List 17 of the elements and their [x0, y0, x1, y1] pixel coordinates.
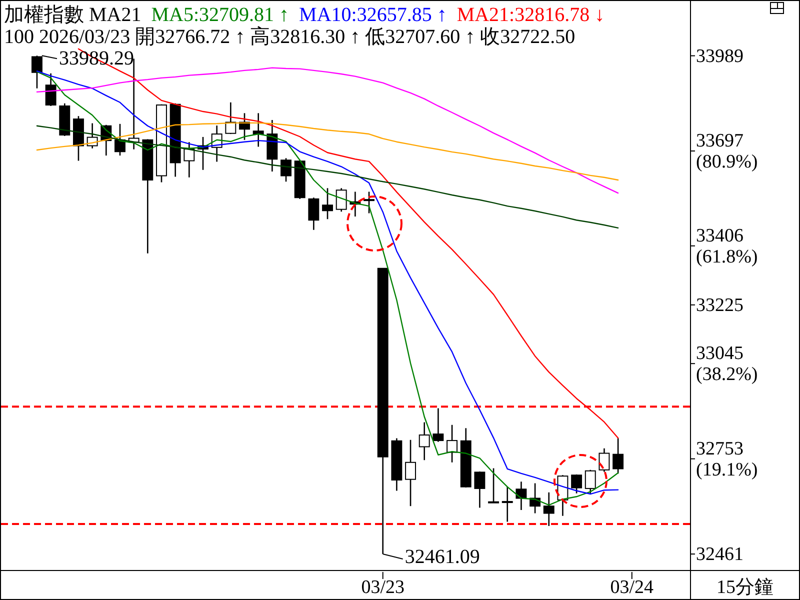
- tick-label: 03/23: [361, 577, 404, 598]
- tick-label: 32461: [696, 544, 744, 565]
- tick-label: 33406 (61.8%): [696, 224, 758, 267]
- xlabel: 15分鐘: [716, 577, 774, 598]
- title: 加權指數 MA21: [4, 4, 142, 26]
- legend-item: MA10:32657.85 ↑: [299, 4, 447, 26]
- annotation: 32461.09: [382, 546, 480, 568]
- tick-label: 33697 (80.9%): [696, 130, 758, 172]
- tick-label: 33225: [696, 294, 744, 316]
- tick-label: 33989: [696, 45, 744, 66]
- tick-label: 03/24: [610, 577, 654, 598]
- legend-item: MA21:32816.78 ↓: [456, 4, 605, 26]
- tick-label: 33045 (38.2%): [696, 342, 758, 385]
- legend-item: MA5:32709.81 ↑: [151, 4, 290, 26]
- subtitle: 100 2026/03/23 開32766.72 ↑ 高32816.30 ↑ 低32707.60 ↑ 收32722.50: [4, 26, 576, 48]
- tick-label: 32753 (19.1%): [696, 438, 758, 480]
- annotation: 32461.09: [404, 546, 480, 568]
